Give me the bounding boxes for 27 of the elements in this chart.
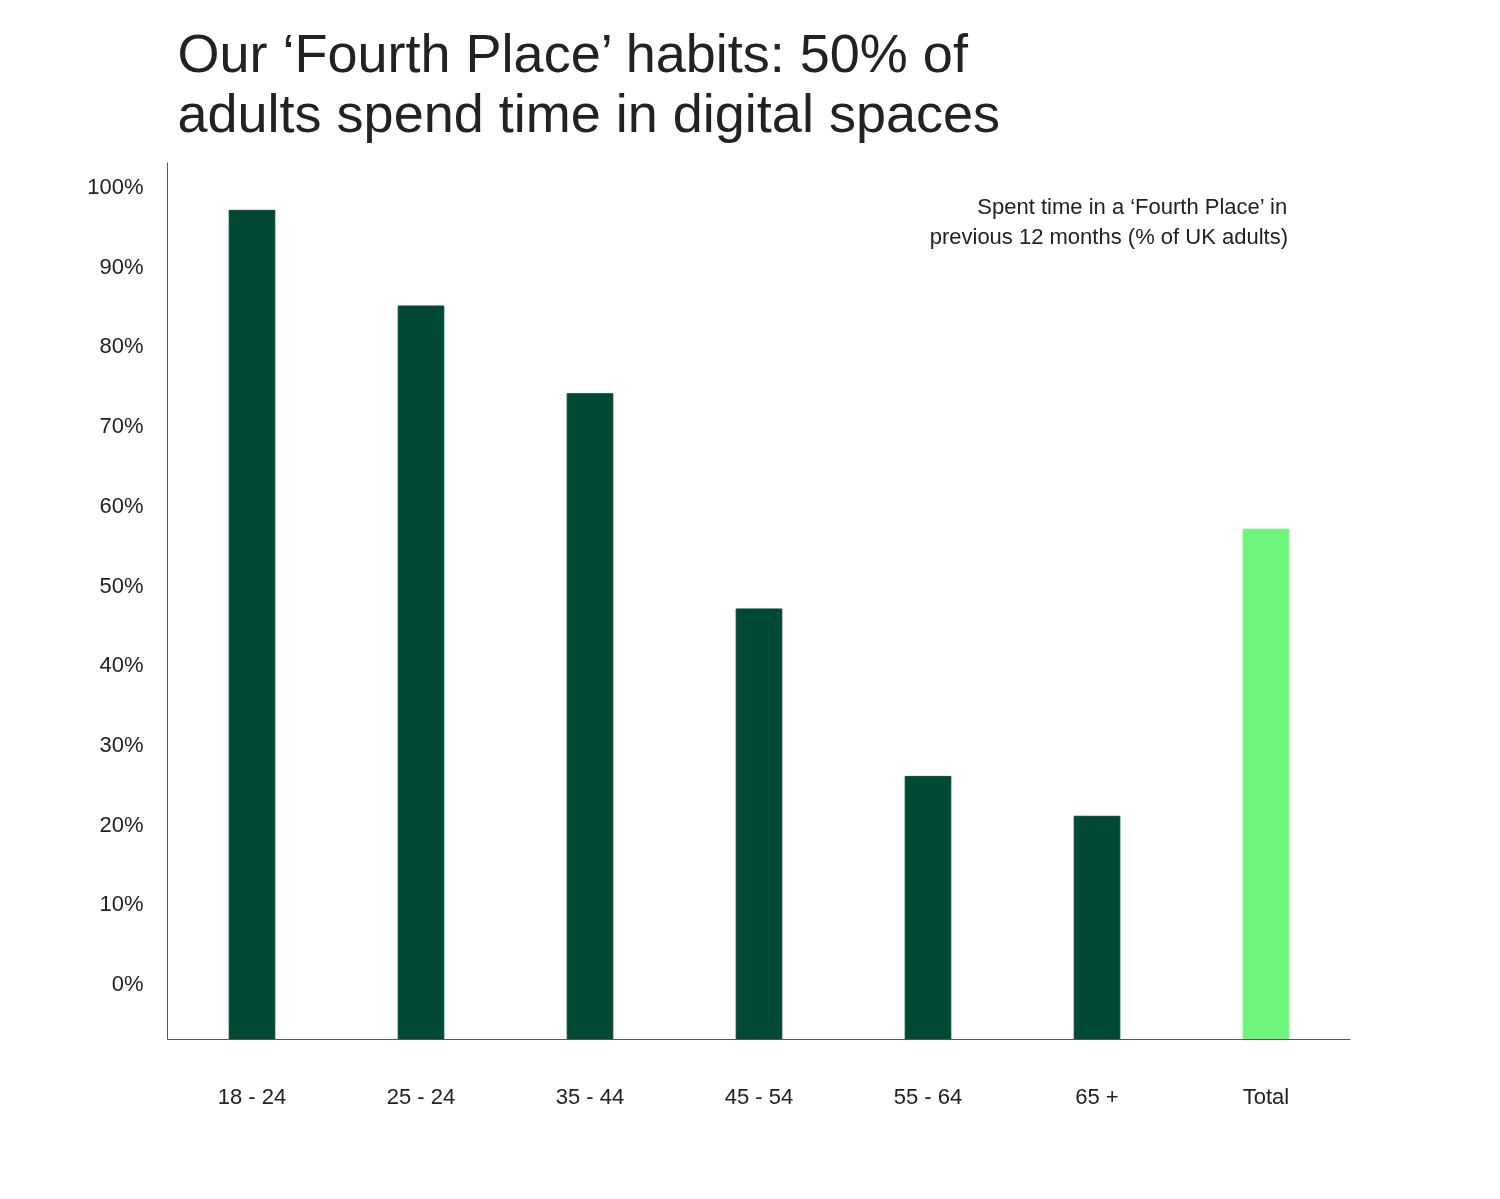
x-tick-label: 35 - 44 bbox=[555, 1083, 625, 1109]
y-tick-label: 100% bbox=[87, 173, 144, 199]
y-tick-label: 30% bbox=[99, 732, 144, 758]
y-tick-label: 80% bbox=[99, 333, 144, 359]
bar bbox=[228, 209, 276, 1040]
y-tick-label: 20% bbox=[99, 811, 144, 837]
bar bbox=[1242, 528, 1290, 1040]
x-tick-label: Total bbox=[1242, 1083, 1290, 1109]
x-tick-label: 65 + bbox=[1075, 1083, 1119, 1109]
annotation: Spent time in a ‘Fourth Place’ in previous 12 months (% of UK adults) bbox=[929, 194, 1288, 250]
y-tick-label: 0% bbox=[111, 971, 144, 997]
x-tick-label: 25 - 24 bbox=[386, 1083, 456, 1109]
bar bbox=[566, 393, 614, 1040]
y-tick-label: 90% bbox=[99, 253, 144, 279]
x-tick-label: 18 - 24 bbox=[217, 1083, 287, 1109]
x-tick-label: 45 - 54 bbox=[724, 1083, 794, 1109]
y-tick-label: 50% bbox=[99, 572, 144, 598]
bar bbox=[904, 775, 952, 1040]
y-tick-label: 40% bbox=[99, 652, 144, 678]
chart-title: Our ‘Fourth Place’ habits: 50% of adults spend time in digital spaces bbox=[177, 22, 1000, 143]
y-tick-label: 60% bbox=[99, 492, 144, 518]
y-tick-label: 70% bbox=[99, 413, 144, 439]
bar bbox=[735, 608, 783, 1040]
x-tick-label: 55 - 64 bbox=[893, 1083, 963, 1109]
y-tick-label: 10% bbox=[99, 891, 144, 917]
bar bbox=[397, 305, 445, 1040]
bar bbox=[1073, 815, 1121, 1040]
